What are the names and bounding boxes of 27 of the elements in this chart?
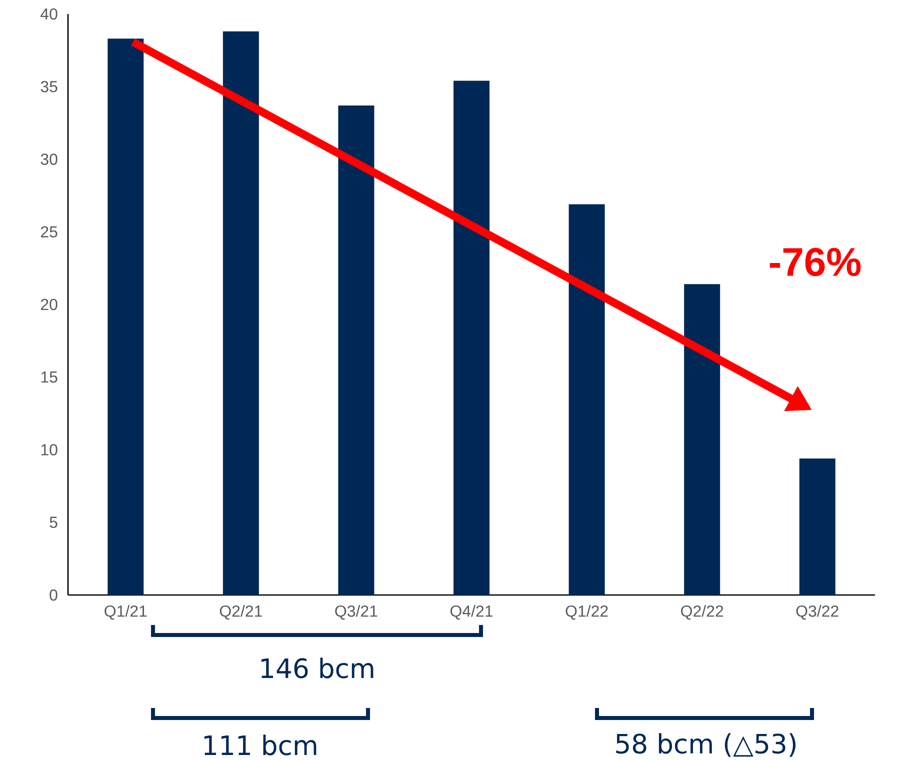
bar bbox=[684, 284, 720, 595]
y-tick-label: 40 bbox=[40, 8, 58, 20]
x-tick-label: Q4/21 bbox=[450, 605, 493, 620]
x-tick-label: Q3/22 bbox=[796, 605, 838, 620]
annotation: -76% bbox=[770, 248, 861, 276]
bar bbox=[799, 458, 836, 595]
text: 58 bcm (△53) bbox=[616, 733, 796, 757]
y-tick-label: 25 bbox=[40, 226, 58, 238]
bar bbox=[222, 31, 259, 595]
bar bbox=[338, 106, 374, 595]
x-tick-label: Q2/21 bbox=[220, 605, 262, 620]
y-tick-label: 35 bbox=[40, 80, 58, 92]
x-tick-label: Q1/22 bbox=[566, 605, 608, 620]
x-tick-label: Q2/22 bbox=[681, 605, 724, 620]
x-tick-label: Q3/21 bbox=[335, 605, 378, 620]
y-tick-label: 30 bbox=[40, 154, 58, 165]
y-tick-label: 10 bbox=[41, 444, 58, 456]
y-tick-label: 5 bbox=[50, 516, 58, 528]
y-tick-label: 15 bbox=[41, 372, 58, 383]
x-tick-label: Q1/21 bbox=[104, 605, 147, 620]
text: 146 bcm bbox=[261, 658, 374, 678]
bar bbox=[108, 38, 144, 595]
bar bbox=[568, 204, 605, 595]
text: 111 bcm bbox=[204, 734, 316, 756]
y-tick-label: 0 bbox=[50, 589, 58, 601]
y-tick-label: 20 bbox=[40, 298, 58, 310]
bar bbox=[454, 80, 490, 595]
